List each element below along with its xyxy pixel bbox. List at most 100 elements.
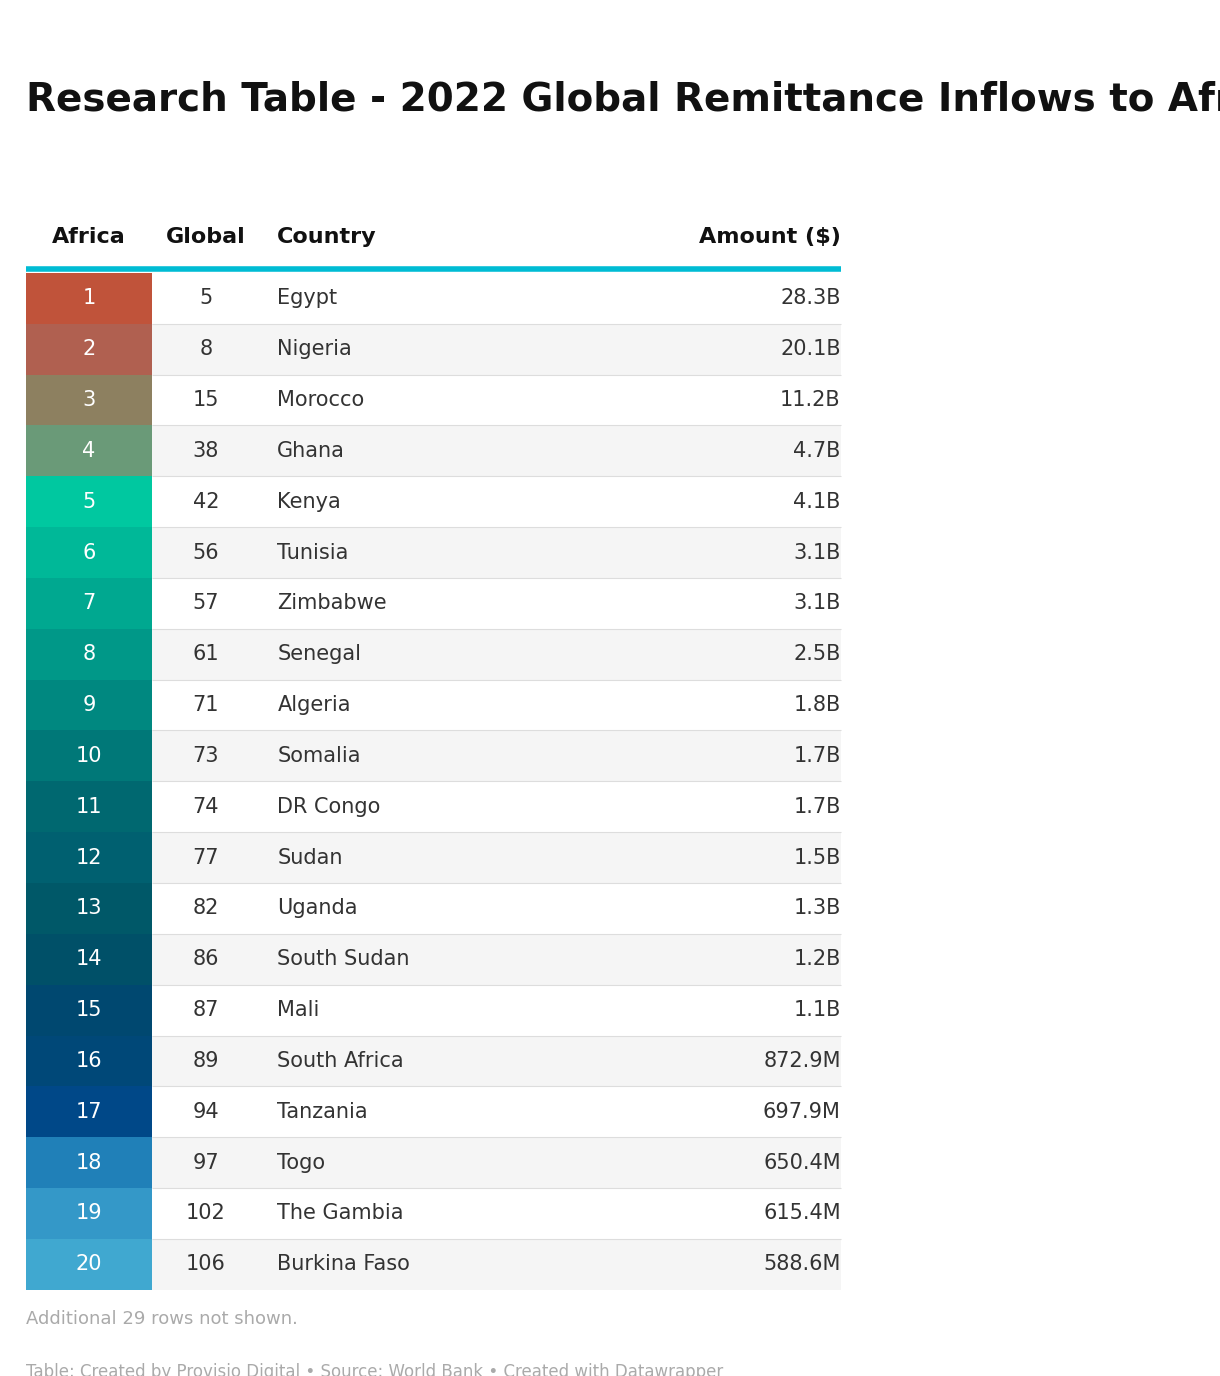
Bar [26,934,151,985]
Text: 615.4M: 615.4M [764,1204,841,1223]
Text: 9: 9 [82,695,95,716]
Text: South Africa: South Africa [277,1051,404,1071]
Text: 3: 3 [82,389,95,410]
Bar [26,985,151,1036]
Text: 3.1B: 3.1B [793,593,841,614]
Text: 650.4M: 650.4M [764,1153,841,1172]
Text: 8: 8 [82,644,95,665]
Text: 73: 73 [193,746,220,766]
Text: 1.5B: 1.5B [793,848,841,868]
Bar [151,934,841,985]
Bar [151,629,841,680]
Text: 1.7B: 1.7B [793,797,841,817]
Text: The Gambia: The Gambia [277,1204,404,1223]
Text: 4.1B: 4.1B [793,491,841,512]
Text: 19: 19 [76,1204,102,1223]
Text: 5: 5 [199,289,212,308]
Text: 87: 87 [193,1000,220,1020]
Text: 61: 61 [193,644,220,665]
Text: 16: 16 [76,1051,102,1071]
Text: 77: 77 [193,848,220,868]
Text: 106: 106 [185,1255,226,1274]
Text: Africa: Africa [52,227,126,248]
Text: 15: 15 [193,389,220,410]
Text: Amount ($): Amount ($) [699,227,841,248]
Bar [26,680,151,731]
Text: 14: 14 [76,949,102,969]
Bar [26,1238,151,1289]
Text: Tanzania: Tanzania [277,1102,368,1121]
Text: 102: 102 [185,1204,226,1223]
Bar [151,527,841,578]
Text: Tunisia: Tunisia [277,542,349,563]
Text: 1.7B: 1.7B [793,746,841,766]
Text: Uganda: Uganda [277,899,357,918]
Bar [151,1238,841,1289]
Text: 56: 56 [193,542,220,563]
Bar [26,1137,151,1187]
Bar [26,527,151,578]
Bar [26,374,151,425]
Text: Table: Created by Provisio Digital • Source: World Bank • Created with Datawrapp: Table: Created by Provisio Digital • Sou… [26,1364,723,1376]
Bar [26,578,151,629]
Bar [26,425,151,476]
Text: Nigeria: Nigeria [277,338,353,359]
Text: Burkina Faso: Burkina Faso [277,1255,410,1274]
Text: Togo: Togo [277,1153,326,1172]
Bar [26,476,151,527]
Bar [26,832,151,883]
Text: Somalia: Somalia [277,746,361,766]
Bar [26,1036,151,1086]
Text: 3.1B: 3.1B [793,542,841,563]
Text: 18: 18 [76,1153,102,1172]
Bar [26,883,151,934]
Bar [151,425,841,476]
Text: 1.1B: 1.1B [793,1000,841,1020]
Text: 6: 6 [82,542,95,563]
Text: 57: 57 [193,593,220,614]
Text: 4: 4 [82,440,95,461]
Bar [151,1036,841,1086]
Text: 42: 42 [193,491,220,512]
Bar [151,1137,841,1187]
Text: Sudan: Sudan [277,848,343,868]
Text: 1: 1 [82,289,95,308]
Text: 872.9M: 872.9M [764,1051,841,1071]
Bar [151,323,841,374]
Text: 11.2B: 11.2B [780,389,841,410]
Text: 697.9M: 697.9M [762,1102,841,1121]
Text: Additional 29 rows not shown.: Additional 29 rows not shown. [26,1310,298,1328]
Text: 20: 20 [76,1255,102,1274]
Bar [151,832,841,883]
Text: Zimbabwe: Zimbabwe [277,593,387,614]
Text: 588.6M: 588.6M [764,1255,841,1274]
Text: South Sudan: South Sudan [277,949,410,969]
Text: Research Table - 2022 Global Remittance Inflows to Africa: Research Table - 2022 Global Remittance … [26,80,1220,118]
Text: Ghana: Ghana [277,440,345,461]
Text: 7: 7 [82,593,95,614]
Text: 71: 71 [193,695,220,716]
Text: 28.3B: 28.3B [781,289,841,308]
Text: Kenya: Kenya [277,491,342,512]
Bar [26,323,151,374]
Text: 82: 82 [193,899,220,918]
Text: 94: 94 [193,1102,220,1121]
Bar [26,731,151,782]
Text: 15: 15 [76,1000,102,1020]
Bar [26,782,151,832]
Bar [26,272,151,323]
Text: Country: Country [277,227,377,248]
Text: 86: 86 [193,949,220,969]
Text: 8: 8 [199,338,212,359]
Text: 17: 17 [76,1102,102,1121]
Bar [151,731,841,782]
Text: 20.1B: 20.1B [780,338,841,359]
Text: 74: 74 [193,797,220,817]
Text: Senegal: Senegal [277,644,361,665]
Text: 1.3B: 1.3B [793,899,841,918]
Text: Morocco: Morocco [277,389,365,410]
Text: 1.8B: 1.8B [793,695,841,716]
Text: 2: 2 [82,338,95,359]
Text: Algeria: Algeria [277,695,351,716]
Text: 89: 89 [193,1051,220,1071]
